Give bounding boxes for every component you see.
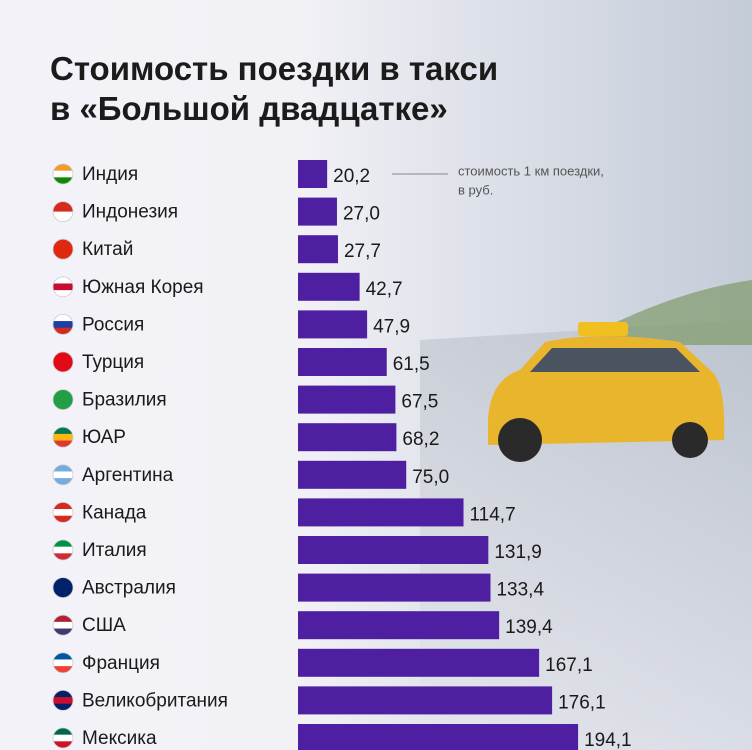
bar — [298, 197, 337, 226]
value-label: 133,4 — [496, 580, 544, 601]
flag-icon — [52, 690, 74, 711]
category-label: Китай — [82, 239, 133, 260]
value-label: 47,9 — [373, 316, 410, 337]
flag-icon — [52, 276, 74, 298]
bar — [298, 573, 491, 602]
bar — [298, 385, 396, 414]
flag-icon — [52, 201, 74, 223]
flag-icon — [52, 727, 74, 749]
bar — [298, 310, 368, 339]
value-label: 68,2 — [402, 429, 439, 450]
flag-icon — [52, 614, 74, 636]
bar — [298, 648, 540, 677]
flag-icon — [52, 163, 74, 185]
category-label: Россия — [82, 314, 144, 335]
category-label: ЮАР — [82, 427, 126, 448]
value-label: 176,1 — [558, 692, 606, 713]
value-label: 75,0 — [412, 467, 449, 488]
value-label: 27,7 — [344, 241, 381, 262]
category-label: Италия — [82, 540, 147, 561]
bar — [298, 423, 397, 452]
bar — [298, 160, 328, 188]
taxi — [488, 322, 725, 462]
value-label: 67,5 — [401, 392, 438, 413]
value-label: 42,7 — [366, 279, 403, 300]
value-label: 131,9 — [494, 542, 542, 563]
flag-icon — [52, 426, 74, 448]
bar — [298, 460, 407, 489]
bar — [298, 235, 338, 264]
bar — [298, 348, 387, 376]
flag-icon — [52, 577, 74, 598]
flag-icon — [52, 539, 74, 561]
category-label: Индонезия — [82, 202, 178, 223]
value-label: 139,4 — [505, 617, 553, 638]
chart-title: в «Большой двадцатке» — [50, 90, 448, 127]
annotation: в руб. — [458, 182, 493, 197]
category-label: Великобритания — [82, 690, 228, 711]
flag-icon — [52, 238, 74, 260]
flag-icon — [52, 313, 74, 335]
category-label: Канада — [82, 502, 147, 523]
category-label: США — [82, 615, 126, 636]
category-label: Австралия — [82, 578, 176, 599]
category-label: Мексика — [82, 728, 157, 749]
category-label: Аргентина — [82, 465, 174, 486]
flag-icon — [52, 351, 74, 373]
value-label: 167,1 — [545, 655, 593, 676]
flag-icon — [52, 502, 74, 523]
bar — [298, 272, 360, 301]
chart-title: Стоимость поездки в такси — [50, 50, 498, 87]
category-label: Индия — [82, 164, 138, 185]
bar — [298, 498, 464, 527]
flag-icon — [52, 464, 74, 486]
value-label: 20,2 — [333, 166, 370, 187]
value-label: 114,7 — [470, 504, 516, 525]
category-label: Бразилия — [82, 390, 167, 411]
bar — [298, 611, 500, 640]
value-label: 61,5 — [393, 354, 430, 375]
category-label: Турция — [82, 352, 144, 373]
flag-icon — [52, 652, 74, 674]
value-label: 194,1 — [584, 730, 632, 750]
category-label: Франция — [82, 653, 160, 674]
bar — [298, 724, 579, 750]
annotation: стоимость 1 км поездки, — [458, 163, 604, 178]
value-label: 27,0 — [343, 204, 380, 225]
flag-icon — [52, 389, 74, 411]
category-label: Южная Корея — [82, 277, 204, 298]
bar — [298, 686, 553, 715]
bar — [298, 536, 489, 564]
trees — [600, 280, 752, 345]
